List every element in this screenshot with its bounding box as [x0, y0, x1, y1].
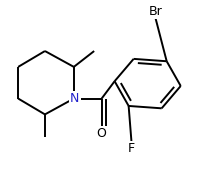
- Text: Br: Br: [148, 5, 162, 18]
- Text: N: N: [70, 92, 80, 105]
- Text: F: F: [128, 142, 135, 155]
- Text: O: O: [97, 127, 107, 140]
